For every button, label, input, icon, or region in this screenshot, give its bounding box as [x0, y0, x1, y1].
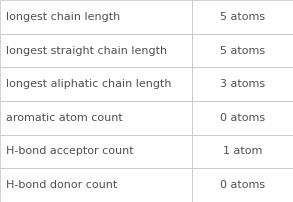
Bar: [0, 67, 192, 101]
Bar: [192, 67, 293, 101]
Bar: [192, 135, 293, 168]
Text: 0 atoms: 0 atoms: [220, 113, 265, 123]
Text: H-bond acceptor count: H-bond acceptor count: [6, 146, 134, 157]
Bar: [0, 168, 192, 202]
Text: 5 atoms: 5 atoms: [220, 12, 265, 22]
Text: 5 atoms: 5 atoms: [220, 45, 265, 56]
Bar: [0, 101, 192, 135]
Text: longest aliphatic chain length: longest aliphatic chain length: [6, 79, 171, 89]
Bar: [192, 168, 293, 202]
Bar: [0, 34, 192, 67]
Bar: [0, 0, 192, 34]
Text: longest chain length: longest chain length: [6, 12, 120, 22]
Bar: [192, 34, 293, 67]
Text: H-bond donor count: H-bond donor count: [6, 180, 117, 190]
Bar: [192, 101, 293, 135]
Bar: [192, 0, 293, 34]
Bar: [0, 135, 192, 168]
Text: longest straight chain length: longest straight chain length: [6, 45, 167, 56]
Text: 0 atoms: 0 atoms: [220, 180, 265, 190]
Text: 1 atom: 1 atom: [223, 146, 262, 157]
Text: aromatic atom count: aromatic atom count: [6, 113, 122, 123]
Text: 3 atoms: 3 atoms: [220, 79, 265, 89]
